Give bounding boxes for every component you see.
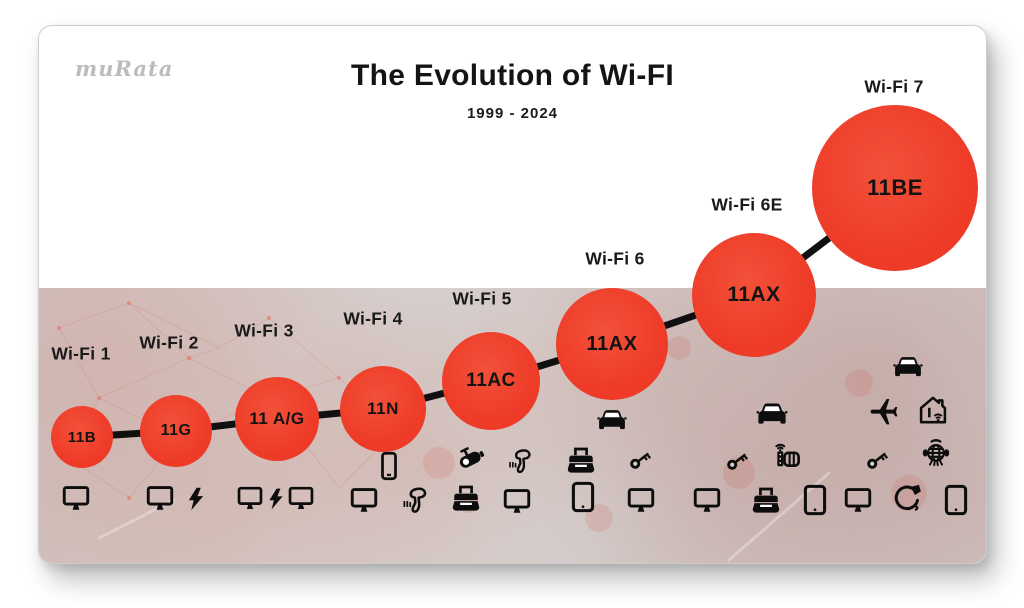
tablet-icon xyxy=(567,481,599,513)
monitor-icon xyxy=(502,486,532,516)
standard-circle-wi-fi-2-11g: 11G xyxy=(140,395,212,467)
key-icon xyxy=(626,446,654,474)
smart-home-icon xyxy=(916,393,950,427)
robot-vacuum-icon xyxy=(890,482,924,516)
standard-circle-wi-fi-4-11n: 11N xyxy=(340,366,426,452)
key-icon xyxy=(723,447,751,475)
airplane-icon xyxy=(868,395,900,427)
monitor-icon xyxy=(236,484,264,512)
car-icon xyxy=(890,349,926,385)
barcode-scanner-icon xyxy=(400,484,432,516)
standard-circle-wi-fi-6e-11ax: 11AX xyxy=(692,233,816,357)
monitor-icon xyxy=(145,483,175,513)
generation-label-wi-fi-6: Wi-Fi 6 xyxy=(585,248,645,269)
lightning-icon xyxy=(264,487,288,511)
page-title: The Evolution of Wi-FI xyxy=(351,59,674,92)
smartphone-icon xyxy=(374,451,404,481)
generation-label-wi-fi-3: Wi-Fi 3 xyxy=(234,320,294,341)
standard-circle-wi-fi-1-11b: 11B xyxy=(51,406,113,468)
monitor-icon xyxy=(61,483,91,513)
printer-icon xyxy=(565,445,597,477)
generation-label-wi-fi-6e: Wi-Fi 6E xyxy=(711,194,783,215)
generation-label-wi-fi-2: Wi-Fi 2 xyxy=(139,332,199,353)
car-icon xyxy=(594,402,630,438)
date-range: 1999 - 2024 xyxy=(466,105,559,122)
generation-label-wi-fi-7: Wi-Fi 7 xyxy=(864,76,924,97)
lightning-icon xyxy=(183,486,209,512)
murata-logo: muRata xyxy=(75,56,174,81)
generation-label-wi-fi-4: Wi-Fi 4 xyxy=(343,308,403,329)
monitor-icon xyxy=(626,485,656,515)
generation-label-wi-fi-5: Wi-Fi 5 xyxy=(452,288,512,309)
printer-icon xyxy=(750,485,782,517)
monitor-icon xyxy=(692,485,722,515)
standard-circle-wi-fi-7-11be: 11BE xyxy=(812,105,978,271)
key-icon xyxy=(863,446,891,474)
monitor-icon xyxy=(349,485,379,515)
standard-circle-wi-fi-3-11-a-g: 11 A/G xyxy=(235,377,319,461)
tablet-icon xyxy=(940,484,972,516)
iot-globe-icon xyxy=(918,434,954,470)
tablet-icon xyxy=(799,484,831,516)
security-camera-icon xyxy=(454,442,488,476)
generation-label-wi-fi-1: Wi-Fi 1 xyxy=(51,343,111,364)
car-icon xyxy=(753,395,791,433)
printer-icon xyxy=(450,483,482,515)
standard-circle-wi-fi-5-11ac: 11AC xyxy=(442,332,540,430)
smartwatch-wifi-icon xyxy=(768,439,804,475)
barcode-scanner-icon xyxy=(506,446,536,476)
monitor-icon xyxy=(287,484,315,512)
monitor-icon xyxy=(843,485,873,515)
standard-circle-wi-fi-6-11ax: 11AX xyxy=(556,288,668,400)
